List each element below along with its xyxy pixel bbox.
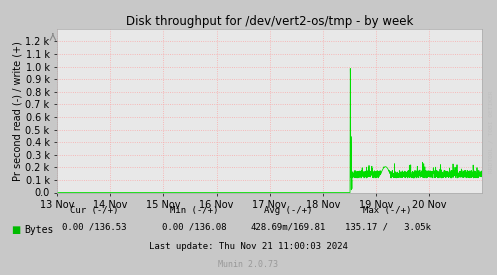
Text: Cur (-/+): Cur (-/+) <box>70 206 119 215</box>
Text: Avg (-/+): Avg (-/+) <box>264 206 313 215</box>
Title: Disk throughput for /dev/vert2-os/tmp - by week: Disk throughput for /dev/vert2-os/tmp - … <box>126 15 414 28</box>
Text: 135.17 /   3.05k: 135.17 / 3.05k <box>344 222 431 231</box>
Text: 428.69m/169.81: 428.69m/169.81 <box>250 222 326 231</box>
Text: ■: ■ <box>11 225 20 235</box>
Y-axis label: Pr second read (-) / write (+): Pr second read (-) / write (+) <box>12 41 22 181</box>
Text: Munin 2.0.73: Munin 2.0.73 <box>219 260 278 269</box>
Text: Last update: Thu Nov 21 11:00:03 2024: Last update: Thu Nov 21 11:00:03 2024 <box>149 242 348 251</box>
Text: Min (-/+): Min (-/+) <box>169 206 218 215</box>
Text: 0.00 /136.53: 0.00 /136.53 <box>62 222 127 231</box>
Text: Bytes: Bytes <box>24 225 53 235</box>
Text: Max (-/+): Max (-/+) <box>363 206 412 215</box>
Text: 0.00 /136.08: 0.00 /136.08 <box>162 222 226 231</box>
Text: RRDTOOL / TOBI OETIKER: RRDTOOL / TOBI OETIKER <box>488 91 493 173</box>
